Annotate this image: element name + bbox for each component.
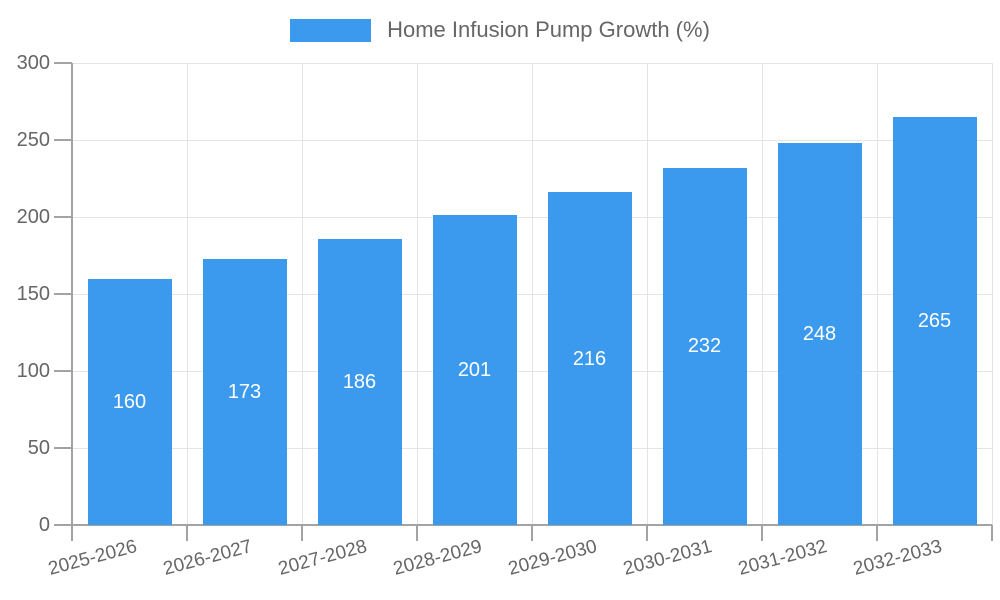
bar <box>317 238 402 525</box>
bar-value-label: 160 <box>112 390 147 413</box>
y-tick-label: 150 <box>16 283 50 305</box>
bar-value-label: 248 <box>802 323 837 346</box>
y-tick <box>54 62 72 64</box>
x-gridline <box>301 63 303 525</box>
x-gridline <box>876 63 878 525</box>
y-tick-label: 0 <box>38 514 50 536</box>
bar <box>432 215 517 525</box>
bar-value-label: 173 <box>227 380 262 403</box>
legend-label: Home Infusion Pump Growth (%) <box>387 17 710 42</box>
x-tick <box>646 525 648 541</box>
x-tick <box>531 525 533 541</box>
x-gridline <box>646 63 648 525</box>
x-tick-label: 2025-2026 <box>45 536 139 580</box>
bar-value-label: 265 <box>917 309 952 332</box>
bar <box>892 116 977 525</box>
y-tick <box>54 293 72 295</box>
y-tick <box>54 447 72 449</box>
y-tick-label: 300 <box>16 52 50 74</box>
x-tick-label: 2030-2031 <box>620 536 714 580</box>
x-tick-label: 2032-2033 <box>850 536 944 580</box>
x-gridline <box>761 63 763 525</box>
bar-value-label: 232 <box>687 335 722 358</box>
y-tick <box>54 524 72 526</box>
y-tick-label: 250 <box>16 129 50 151</box>
x-gridline <box>416 63 418 525</box>
legend-item[interactable]: Home Infusion Pump Growth (%) <box>0 17 1000 43</box>
y-tick <box>54 370 72 372</box>
y-tick <box>54 139 72 141</box>
x-gridline <box>531 63 533 525</box>
x-tick-label: 2029-2030 <box>505 536 599 580</box>
x-tick <box>186 525 188 541</box>
y-tick-label: 200 <box>16 206 50 228</box>
bar <box>87 278 172 525</box>
bar-value-label: 216 <box>572 347 607 370</box>
y-tick-label: 50 <box>27 437 50 459</box>
bar <box>777 143 862 525</box>
y-tick-label: 100 <box>16 360 50 382</box>
y-axis-line <box>71 63 73 541</box>
bar <box>202 258 287 525</box>
bar-value-label: 201 <box>457 359 492 382</box>
x-axis-line <box>72 524 992 526</box>
bar <box>547 192 632 525</box>
x-tick <box>761 525 763 541</box>
bar <box>662 167 747 525</box>
x-tick <box>876 525 878 541</box>
legend-swatch <box>290 18 372 42</box>
x-tick-label: 2027-2028 <box>275 536 369 580</box>
bar-value-label: 186 <box>342 370 377 393</box>
x-gridline <box>186 63 188 525</box>
x-gridline <box>991 63 993 525</box>
x-tick <box>301 525 303 541</box>
x-tick-label: 2031-2032 <box>735 536 829 580</box>
x-tick-label: 2026-2027 <box>160 536 254 580</box>
y-tick <box>54 216 72 218</box>
x-tick <box>991 525 993 541</box>
x-tick <box>416 525 418 541</box>
x-tick-label: 2028-2029 <box>390 536 484 580</box>
